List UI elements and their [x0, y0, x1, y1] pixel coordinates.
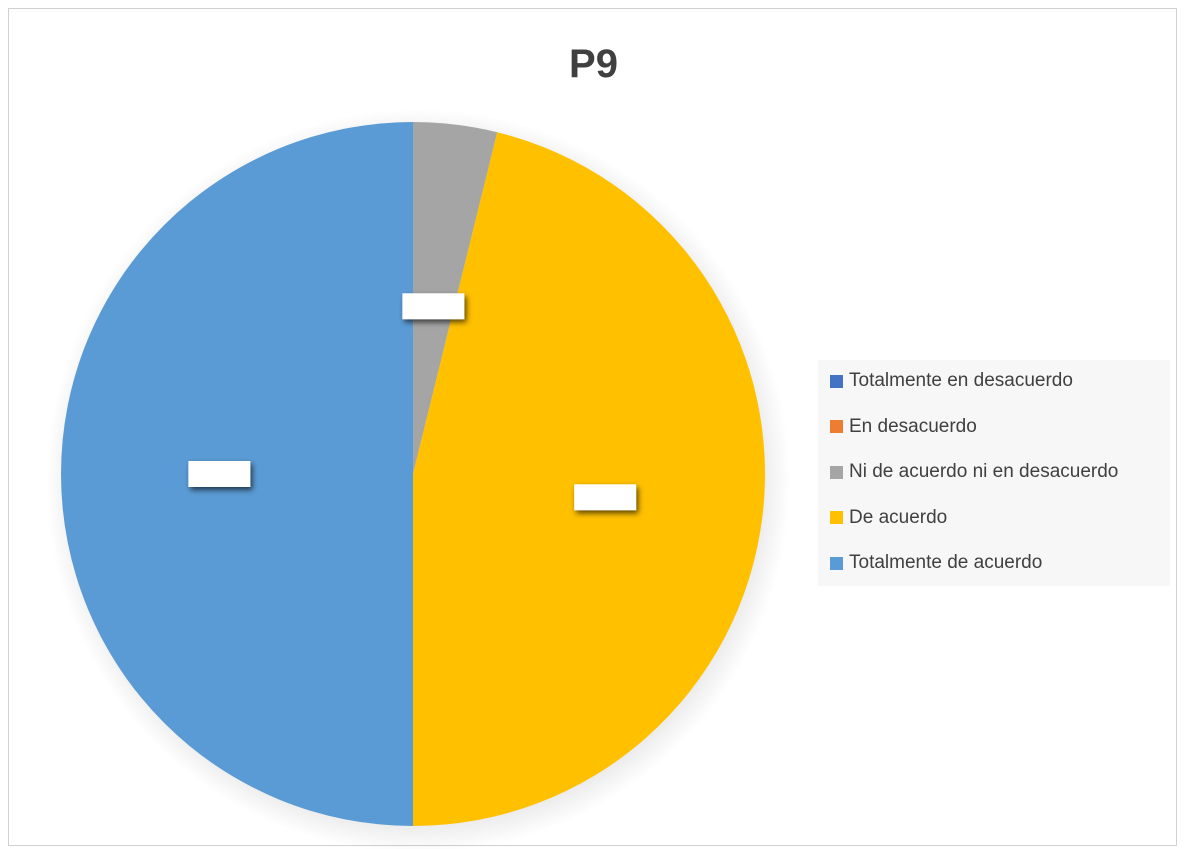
legend-label: Totalmente de acuerdo: [849, 552, 1043, 573]
legend-item: En desacuerdo: [830, 415, 977, 439]
legend-item: Ni de acuerdo ni en desacuerdo: [830, 460, 1118, 484]
data-label-box: [188, 461, 251, 487]
data-label-box: [574, 484, 637, 511]
legend-swatch: [830, 465, 843, 479]
legend: Totalmente en desacuerdo En desacuerdo Ni …: [818, 360, 1170, 586]
legend-label: De acuerdo: [849, 506, 948, 528]
data-labels: [188, 293, 637, 511]
legend-item: Totalmente de acuerdo: [830, 551, 1042, 575]
legend-item: De acuerdo: [830, 506, 947, 530]
legend-label: Totalmente en desacuerdo: [849, 370, 1073, 391]
pie-slices: [61, 122, 765, 827]
legend-swatch: [830, 420, 843, 433]
legend-swatch: [830, 374, 843, 388]
legend-item: Totalmente en desacuerdo: [830, 369, 1073, 393]
legend-swatch: [830, 511, 843, 524]
data-label-box: [402, 293, 465, 320]
legend-label: Ni de acuerdo ni en desacuerdo: [849, 461, 1119, 482]
chart-title: P9: [569, 42, 618, 86]
legend-label: En desacuerdo: [849, 415, 977, 437]
pie-slice: [413, 132, 765, 827]
legend-swatch: [830, 556, 843, 570]
